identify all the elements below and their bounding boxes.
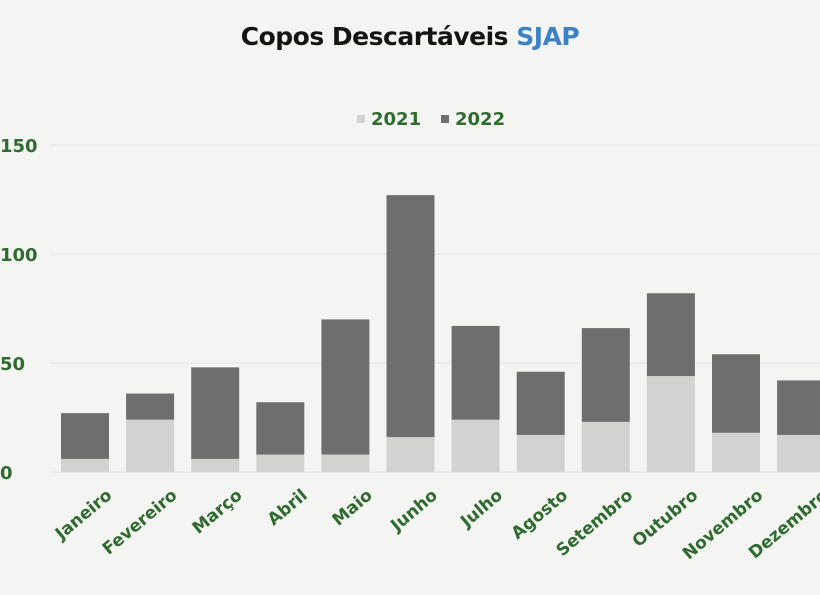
- x-tick-label: Abril: [264, 486, 312, 530]
- bar-2021-janeiro: [61, 458, 109, 472]
- x-tick-label: Março: [189, 486, 247, 539]
- legend-item-2021: 2021: [357, 109, 421, 130]
- bar-2021-abril: [256, 454, 305, 472]
- bar-2021-agosto: [516, 434, 565, 472]
- bar-2022-novembro: [712, 354, 760, 433]
- y-tick-label: 150: [0, 136, 38, 157]
- bar-2022-janeiro: [61, 413, 109, 459]
- bar-2021-junho: [386, 437, 435, 472]
- bar-2022-abril: [256, 402, 305, 455]
- legend-swatch: [357, 115, 365, 123]
- chart-title: Copos Descartáveis SJAP: [0, 22, 820, 51]
- legend-swatch: [441, 115, 449, 123]
- bar-2021-fevereiro: [126, 419, 175, 472]
- bar-2022-junho: [386, 195, 435, 438]
- legend-item-2022: 2022: [441, 109, 505, 130]
- bar-2021-março: [191, 458, 240, 472]
- bar-2022-julho: [451, 325, 500, 420]
- bar-2022-março: [191, 367, 240, 459]
- y-tick-label: 100: [0, 245, 38, 266]
- x-tick-label: Janeiro: [51, 486, 116, 545]
- bar-2022-setembro: [581, 328, 630, 422]
- bar-2021-maio: [321, 454, 370, 472]
- bar-2022-dezembro: [777, 380, 820, 435]
- bar-2021-dezembro: [777, 434, 820, 472]
- chart-title-accent: SJAP: [516, 22, 580, 51]
- bar-2021-outubro: [646, 376, 695, 472]
- bar-2022-fevereiro: [126, 393, 175, 420]
- x-tick-label: Junho: [386, 486, 441, 537]
- chart-title-main: Copos Descartáveis: [240, 22, 509, 51]
- bar-2021-novembro: [712, 432, 760, 472]
- legend-label: 2022: [455, 109, 505, 130]
- bar-2022-maio: [321, 319, 370, 455]
- y-tick-label: 0: [0, 463, 13, 484]
- x-tick-label: Julho: [456, 486, 506, 533]
- bar-2022-outubro: [646, 293, 695, 377]
- y-tick-label: 50: [0, 354, 25, 375]
- legend-label: 2021: [371, 109, 421, 130]
- bar-2022-agosto: [516, 371, 565, 435]
- x-tick-label: Agosto: [508, 486, 572, 544]
- bar-2021-julho: [451, 419, 500, 472]
- x-tick-label: Maio: [329, 486, 377, 531]
- bar-2021-setembro: [581, 421, 630, 472]
